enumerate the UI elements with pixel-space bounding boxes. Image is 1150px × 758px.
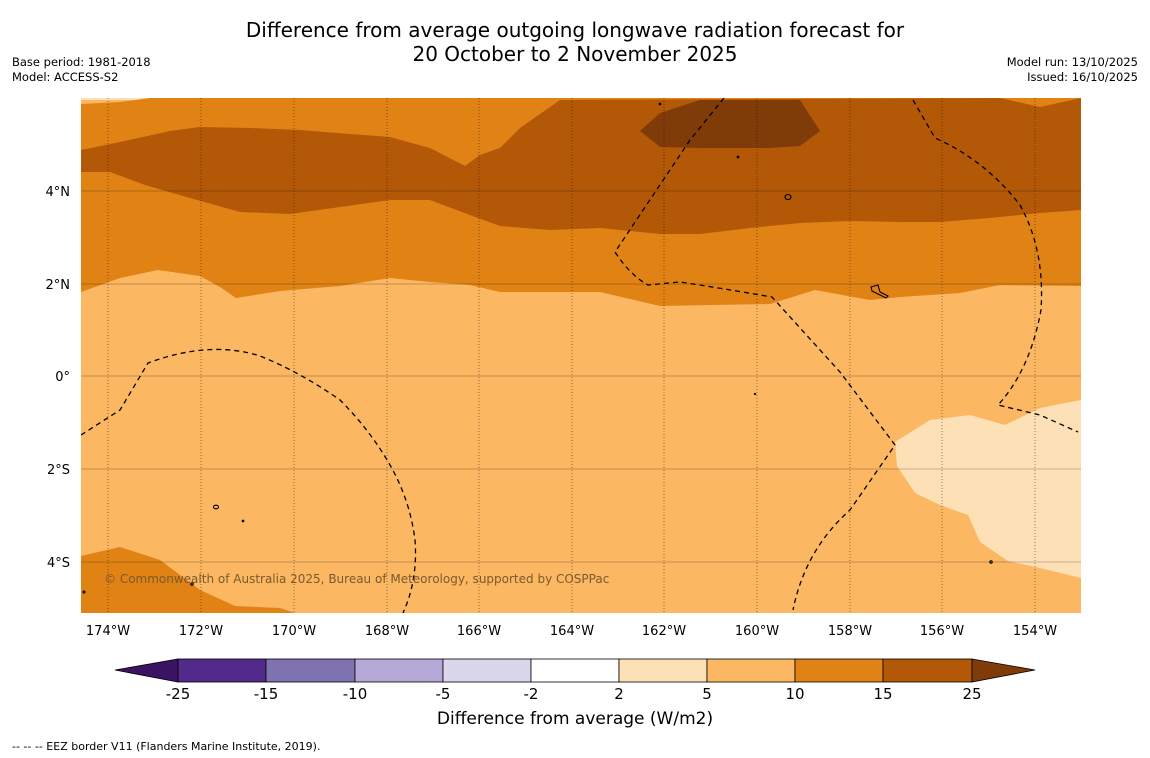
- colorbar-swatch--2-2: [530, 658, 620, 683]
- colorbar-swatch--5--2: [442, 658, 532, 683]
- colorbar-swatch--15--10: [265, 658, 356, 683]
- lon-label-164w: 164°W: [550, 624, 594, 639]
- lat-label-4s: 4°S: [47, 556, 70, 571]
- latitude-labels: 4°N 2°N 0° 2°S 4°S: [46, 185, 71, 571]
- colorbar-tick: -15: [254, 685, 279, 703]
- map-title: Difference from average outgoing longwav…: [0, 18, 1150, 66]
- lon-label-160w: 160°W: [735, 624, 779, 639]
- lon-label-170w: 170°W: [272, 624, 316, 639]
- lon-label-174w: 174°W: [86, 624, 130, 639]
- anomaly-band-10-15-southwest: [81, 547, 295, 613]
- colorbar-tick: 15: [873, 685, 892, 703]
- colorbar-ticks: -25 -15 -10 -5 -2 2 5 10 15 25: [166, 685, 982, 703]
- model-label: Model: ACCESS-S2: [12, 70, 119, 84]
- colorbar-swatch-2-5: [618, 658, 708, 683]
- lat-label-2s: 2°S: [47, 463, 70, 478]
- colorbar: [114, 658, 1036, 683]
- graticule: [81, 190, 1081, 563]
- map-title-line2: 20 October to 2 November 2025: [412, 42, 738, 66]
- colorbar-tick: 10: [785, 685, 804, 703]
- colorbar-tick: 5: [702, 685, 712, 703]
- copyright-notice: © Commonwealth of Australia 2025, Bureau…: [104, 572, 610, 586]
- colorbar-swatch--10--5: [354, 658, 444, 683]
- anomaly-band-2-5-southeast: [895, 400, 1081, 578]
- lat-label-0: 0°: [55, 370, 70, 385]
- map-title-line1: Difference from average outgoing longwav…: [245, 18, 905, 42]
- issued-label: Issued: 16/10/2025: [1027, 70, 1138, 84]
- colorbar-tick: -25: [166, 685, 191, 703]
- colorbar-swatch-10-15: [794, 658, 884, 683]
- longitude-labels: 174°W 172°W 170°W 168°W 166°W 164°W 162°…: [86, 624, 1057, 639]
- colorbar-swatch-15-25: [882, 658, 973, 683]
- islands: [82, 102, 993, 594]
- colorbar-swatch-below--25: [114, 658, 179, 683]
- eez-footnote: -- -- -- EEZ border V11 (Flanders Marine…: [12, 740, 321, 753]
- meta-left: Base period: 1981-2018 Model: ACCESS-S2: [12, 55, 151, 85]
- colorbar-tick: 25: [962, 685, 981, 703]
- lon-label-172w: 172°W: [179, 624, 223, 639]
- colorbar-tick: -10: [343, 685, 368, 703]
- colorbar-tick: 2: [614, 685, 624, 703]
- colorbar-tick: -5: [436, 685, 451, 703]
- lon-label-156w: 156°W: [920, 624, 964, 639]
- meta-right: Model run: 13/10/2025 Issued: 16/10/2025: [1007, 55, 1138, 85]
- lon-label-162w: 162°W: [642, 624, 686, 639]
- lat-label-2n: 2°N: [46, 278, 71, 293]
- colorbar-title: Difference from average (W/m2): [436, 709, 714, 729]
- eez-borders: [81, 98, 1079, 613]
- lon-label-154w: 154°W: [1013, 624, 1057, 639]
- lon-label-158w: 158°W: [828, 624, 872, 639]
- lat-label-4n: 4°N: [46, 185, 71, 200]
- colorbar-swatch-above-25: [971, 658, 1036, 683]
- lon-label-166w: 166°W: [457, 624, 501, 639]
- meridians: [107, 98, 1036, 613]
- anomaly-band-above-25: [640, 100, 820, 148]
- colorbar-swatch--25--15: [177, 658, 267, 683]
- colorbar-tick: -2: [524, 685, 539, 703]
- base-period-label: Base period: 1981-2018: [12, 55, 151, 69]
- anomaly-band-15-25: [81, 98, 1081, 234]
- forecast-map: [81, 98, 1081, 613]
- colorbar-swatch-5-10: [706, 658, 796, 683]
- lon-label-168w: 168°W: [365, 624, 409, 639]
- model-run-label: Model run: 13/10/2025: [1006, 55, 1138, 69]
